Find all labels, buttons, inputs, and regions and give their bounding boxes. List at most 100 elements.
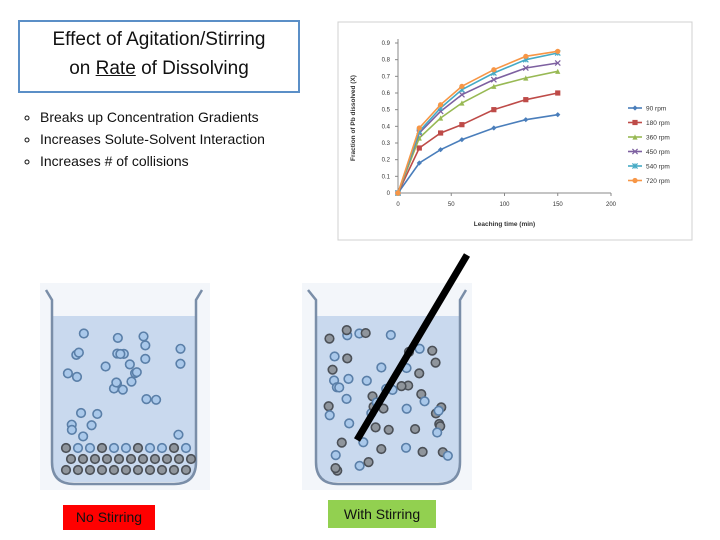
marker bbox=[491, 125, 497, 131]
particle bbox=[138, 331, 149, 342]
particle bbox=[161, 453, 173, 465]
particle bbox=[131, 367, 142, 378]
particle bbox=[401, 403, 412, 414]
particle bbox=[140, 353, 151, 364]
particle bbox=[141, 394, 152, 405]
particle bbox=[173, 429, 184, 440]
legend-label: 90 rpm bbox=[646, 106, 666, 113]
particle bbox=[432, 427, 443, 438]
particle bbox=[144, 442, 156, 454]
liquid bbox=[52, 316, 196, 482]
marker bbox=[554, 59, 561, 67]
particle bbox=[358, 437, 369, 448]
marker bbox=[491, 107, 497, 113]
title-line: on Rate of Dissolving bbox=[20, 54, 298, 83]
marker bbox=[438, 130, 444, 136]
y-axis-label: Fraction of Pb dissolved (X) bbox=[350, 75, 357, 161]
y-tick-label: 0.4 bbox=[382, 124, 391, 130]
particle bbox=[124, 359, 135, 370]
particle bbox=[430, 357, 441, 368]
legend-label: 360 rpm bbox=[646, 135, 670, 142]
marker bbox=[416, 135, 422, 141]
particle bbox=[427, 345, 438, 356]
particle bbox=[96, 442, 108, 454]
particle bbox=[417, 446, 428, 457]
title-emphasis: Rate bbox=[95, 58, 136, 79]
particle bbox=[175, 358, 186, 369]
particle bbox=[185, 453, 197, 465]
y-tick-label: 0.7 bbox=[382, 74, 391, 80]
particle bbox=[100, 361, 111, 372]
x-tick-label: 100 bbox=[499, 202, 510, 208]
title-text: on bbox=[69, 58, 91, 79]
particle bbox=[92, 408, 103, 420]
particle bbox=[101, 453, 113, 465]
x-tick-label: 200 bbox=[606, 202, 617, 208]
particle bbox=[71, 371, 83, 382]
particle bbox=[354, 460, 365, 471]
particle bbox=[433, 405, 444, 416]
particle bbox=[341, 325, 352, 336]
particle bbox=[66, 424, 77, 435]
marker bbox=[555, 112, 561, 118]
marker bbox=[459, 100, 465, 106]
y-tick-label: 0.8 bbox=[382, 58, 391, 64]
marker bbox=[523, 75, 529, 81]
particle bbox=[84, 464, 96, 476]
particle bbox=[115, 348, 126, 360]
legend-label: 720 rpm bbox=[646, 178, 670, 185]
particle bbox=[108, 442, 120, 454]
particle bbox=[324, 410, 335, 421]
y-tick-label: 0.1 bbox=[382, 174, 391, 180]
particle bbox=[126, 376, 137, 387]
particle bbox=[78, 431, 89, 442]
marker bbox=[632, 177, 638, 184]
particle bbox=[84, 442, 96, 454]
label-with-stirring: With Stirring bbox=[328, 500, 436, 528]
y-tick-label: 0.9 bbox=[382, 41, 391, 47]
marker bbox=[555, 48, 561, 54]
particle bbox=[137, 453, 149, 465]
particle bbox=[75, 407, 87, 419]
particle bbox=[96, 464, 108, 476]
x-tick-label: 150 bbox=[553, 202, 564, 208]
particle bbox=[336, 437, 347, 448]
x-axis-label: Leaching time (min) bbox=[474, 221, 535, 228]
particle bbox=[156, 464, 168, 476]
title-text: of Dissolving bbox=[141, 58, 249, 79]
marker bbox=[395, 190, 401, 196]
marker bbox=[438, 147, 444, 153]
particle bbox=[173, 453, 185, 465]
marker bbox=[416, 160, 422, 166]
particle bbox=[400, 442, 412, 453]
marker bbox=[491, 83, 497, 89]
bullet: Breaks up Concentration Gradients bbox=[40, 106, 265, 128]
particle bbox=[180, 464, 192, 476]
particle bbox=[385, 329, 396, 341]
y-tick-label: 0.5 bbox=[382, 108, 391, 114]
particle bbox=[149, 453, 161, 465]
particle bbox=[343, 373, 354, 384]
particle bbox=[396, 381, 407, 392]
marker bbox=[438, 102, 444, 108]
particle bbox=[334, 382, 345, 393]
particle bbox=[120, 442, 132, 454]
marker bbox=[459, 122, 465, 128]
marker bbox=[631, 148, 639, 155]
particle bbox=[113, 453, 125, 465]
legend-label: 180 rpm bbox=[646, 120, 670, 127]
particle bbox=[409, 423, 421, 435]
beaker-glass bbox=[44, 289, 204, 486]
y-tick-label: 0.2 bbox=[382, 158, 391, 164]
label-no-stirring: No Stirring bbox=[63, 505, 155, 530]
particle bbox=[108, 464, 120, 476]
marker bbox=[416, 125, 422, 131]
particle bbox=[112, 332, 123, 344]
chart: 0 0.1 0.2 0.3 0.4 0.5 0.6 0.7 0.8 0.9 0 50 100 150 200… bbox=[337, 21, 693, 241]
particle bbox=[376, 362, 387, 373]
particle bbox=[62, 368, 74, 379]
y-tick-label: 0 bbox=[387, 191, 391, 197]
marker bbox=[416, 145, 422, 151]
